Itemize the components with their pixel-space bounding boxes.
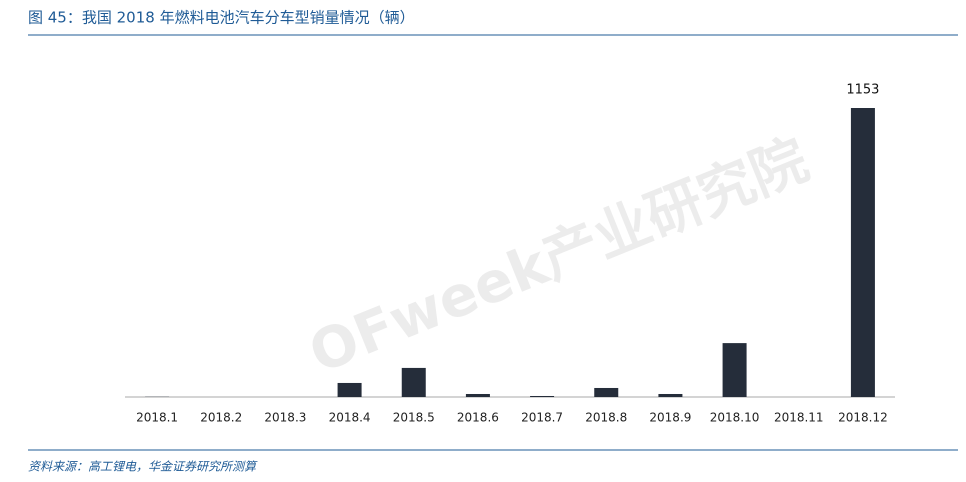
x-tick-label: 2018.7 [521,411,563,425]
x-tick-label: 2018.11 [774,411,824,425]
x-tick-label: 2018.3 [264,411,306,425]
x-tick-label: 2018.6 [457,411,499,425]
source: 资料来源：高工锂电，华金证券研究所测算 [28,460,258,474]
x-tick-label: 2018.2 [200,411,242,425]
bar [465,393,490,397]
value-label: 1153 [846,83,879,98]
x-tick-label: 2018.8 [585,411,627,425]
x-tick-label: 2018.10 [710,411,760,425]
bar [850,108,875,397]
x-tick-label: 2018.4 [329,411,371,425]
x-tick-label: 2018.1 [136,411,178,425]
bar [722,343,747,397]
bar [594,387,619,397]
x-tick-label: 2018.5 [393,411,435,425]
bar [401,367,426,397]
bar [658,393,683,397]
chart-title: 图 45：我国 2018 年燃料电池汽车分车型销量情况（辆） [28,9,415,27]
bar [337,382,362,397]
bar [530,395,555,397]
x-tick-label: 2018.9 [649,411,691,425]
x-tick-label: 2018.12 [838,411,888,425]
